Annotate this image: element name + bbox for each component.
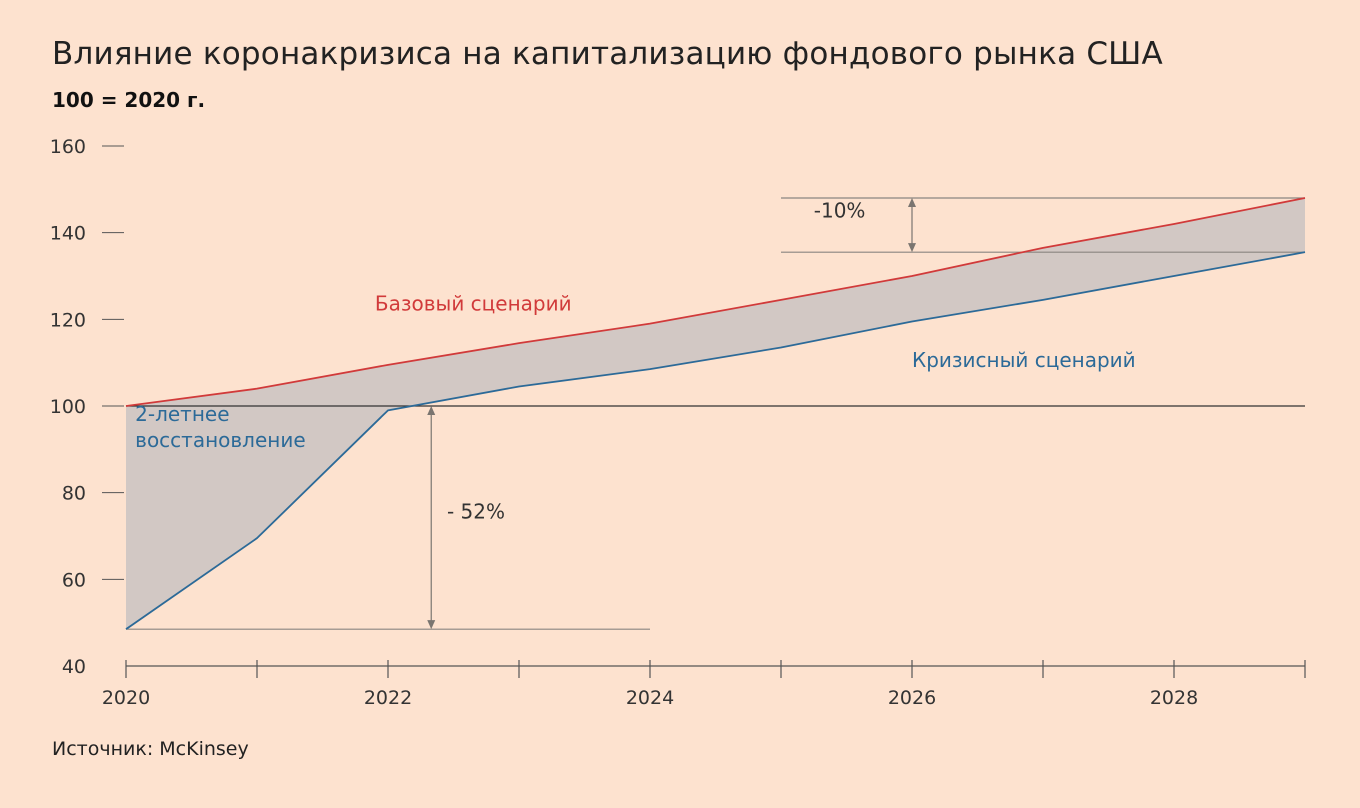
y-tick-label-120: 120 [50,309,86,331]
annotation-4: восстановление [135,428,305,452]
base-scenario-line [125,197,1306,407]
y-tick-label-80: 80 [62,483,86,505]
series-layer [125,197,1306,630]
y-tick-label-140: 140 [50,223,86,245]
annotation-3: 2-летнее [135,402,229,426]
annotation-5: - 52% [447,500,505,524]
x-tick-label-2024: 2024 [626,687,674,709]
annotation-1: Базовый сценарий [375,292,572,316]
scenario-gap-area [126,198,1305,630]
x-tick-label-2026: 2026 [888,687,936,709]
annotations-layer: Базовый сценарий Кризисный сценарий 2-летн… [135,199,1136,524]
chart-title: Влияние коронакризиса на капитализацию ф… [52,36,1163,72]
annotation-2: Кризисный сценарий [912,348,1136,372]
gap-area-layer [126,198,1305,630]
annotation-6: -10% [814,199,866,223]
x-tick-label-2020: 2020 [102,687,150,709]
brackets-layer [126,197,1305,630]
axes-layer: 40 60 80 100 120 140 160 2020 2022 2024 2026 2028 [50,136,1306,709]
y-tick-label-100: 100 [50,396,86,418]
bracket-1-arrow-down [427,620,436,630]
y-tick-label-60: 60 [62,569,86,591]
crisis-scenario-line [125,251,1306,630]
bracket-2-arrow-up [908,198,916,207]
bracket-2-arrow-down [908,243,916,253]
bracket-1-arrow-up [427,406,436,415]
y-tick-label-160: 160 [50,136,86,158]
chart-subtitle: 100 = 2020 г. [52,88,206,112]
source-note: Источник: McKinsey [52,738,249,760]
x-tick-label-2022: 2022 [364,687,412,709]
y-tick-label-40: 40 [62,656,86,678]
x-tick-label-2028: 2028 [1150,687,1198,709]
